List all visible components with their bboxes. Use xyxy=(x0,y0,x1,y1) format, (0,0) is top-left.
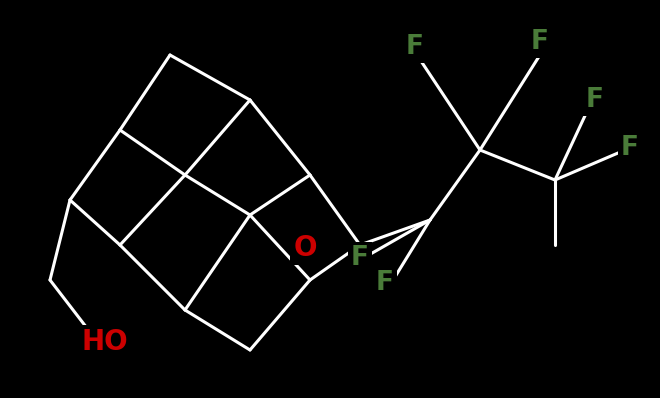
Text: F: F xyxy=(351,245,369,271)
Text: F: F xyxy=(406,34,424,60)
Text: O: O xyxy=(293,234,317,262)
Text: HO: HO xyxy=(82,328,128,356)
Text: F: F xyxy=(376,270,394,296)
Text: F: F xyxy=(531,29,549,55)
Text: F: F xyxy=(586,87,604,113)
Text: F: F xyxy=(621,135,639,161)
